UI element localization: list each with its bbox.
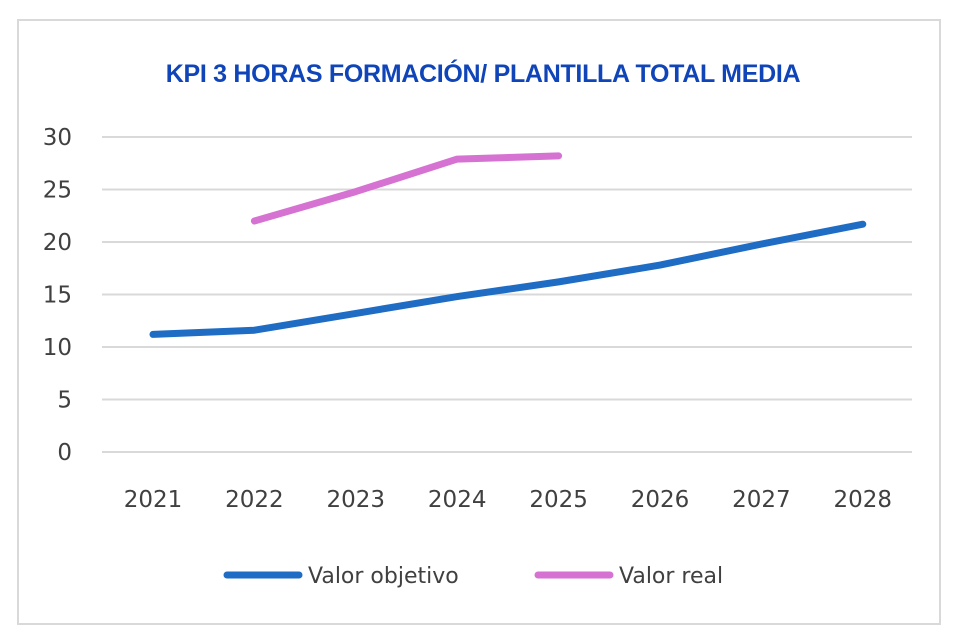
y-tick-label: 25 bbox=[43, 178, 72, 204]
x-tick-label: 2021 bbox=[124, 487, 183, 513]
x-tick-label: 2022 bbox=[225, 487, 284, 513]
y-tick-label: 0 bbox=[57, 440, 72, 466]
chart-container bbox=[17, 19, 941, 625]
x-tick-label: 2026 bbox=[631, 487, 690, 513]
legend-label: Valor objetivo bbox=[308, 564, 459, 589]
legend-label: Valor real bbox=[619, 564, 723, 589]
y-tick-label: 30 bbox=[43, 125, 72, 151]
y-tick-label: 20 bbox=[43, 230, 72, 256]
series-line-valor-objetivo bbox=[149, 220, 867, 338]
x-axis-ticks: 2021 2022 2023 2024 2025 2026 2027 2028 bbox=[124, 487, 892, 513]
series-lines bbox=[149, 152, 867, 338]
series-line-valor-real bbox=[250, 152, 563, 225]
gridlines bbox=[102, 136, 912, 453]
y-tick-label: 10 bbox=[43, 335, 72, 361]
x-tick-label: 2025 bbox=[529, 487, 588, 513]
x-tick-label: 2023 bbox=[327, 487, 386, 513]
x-tick-label: 2028 bbox=[834, 487, 893, 513]
chart-title: KPI 3 HORAS FORMACIÓN/ PLANTILLA TOTAL M… bbox=[166, 58, 801, 88]
y-tick-label: 5 bbox=[57, 388, 72, 414]
legend: Valor objetivo Valor real bbox=[223, 564, 723, 589]
x-tick-label: 2027 bbox=[732, 487, 791, 513]
y-axis-ticks: 0 5 10 15 20 25 30 bbox=[43, 125, 72, 466]
x-tick-label: 2024 bbox=[428, 487, 487, 513]
y-tick-label: 15 bbox=[43, 283, 72, 309]
